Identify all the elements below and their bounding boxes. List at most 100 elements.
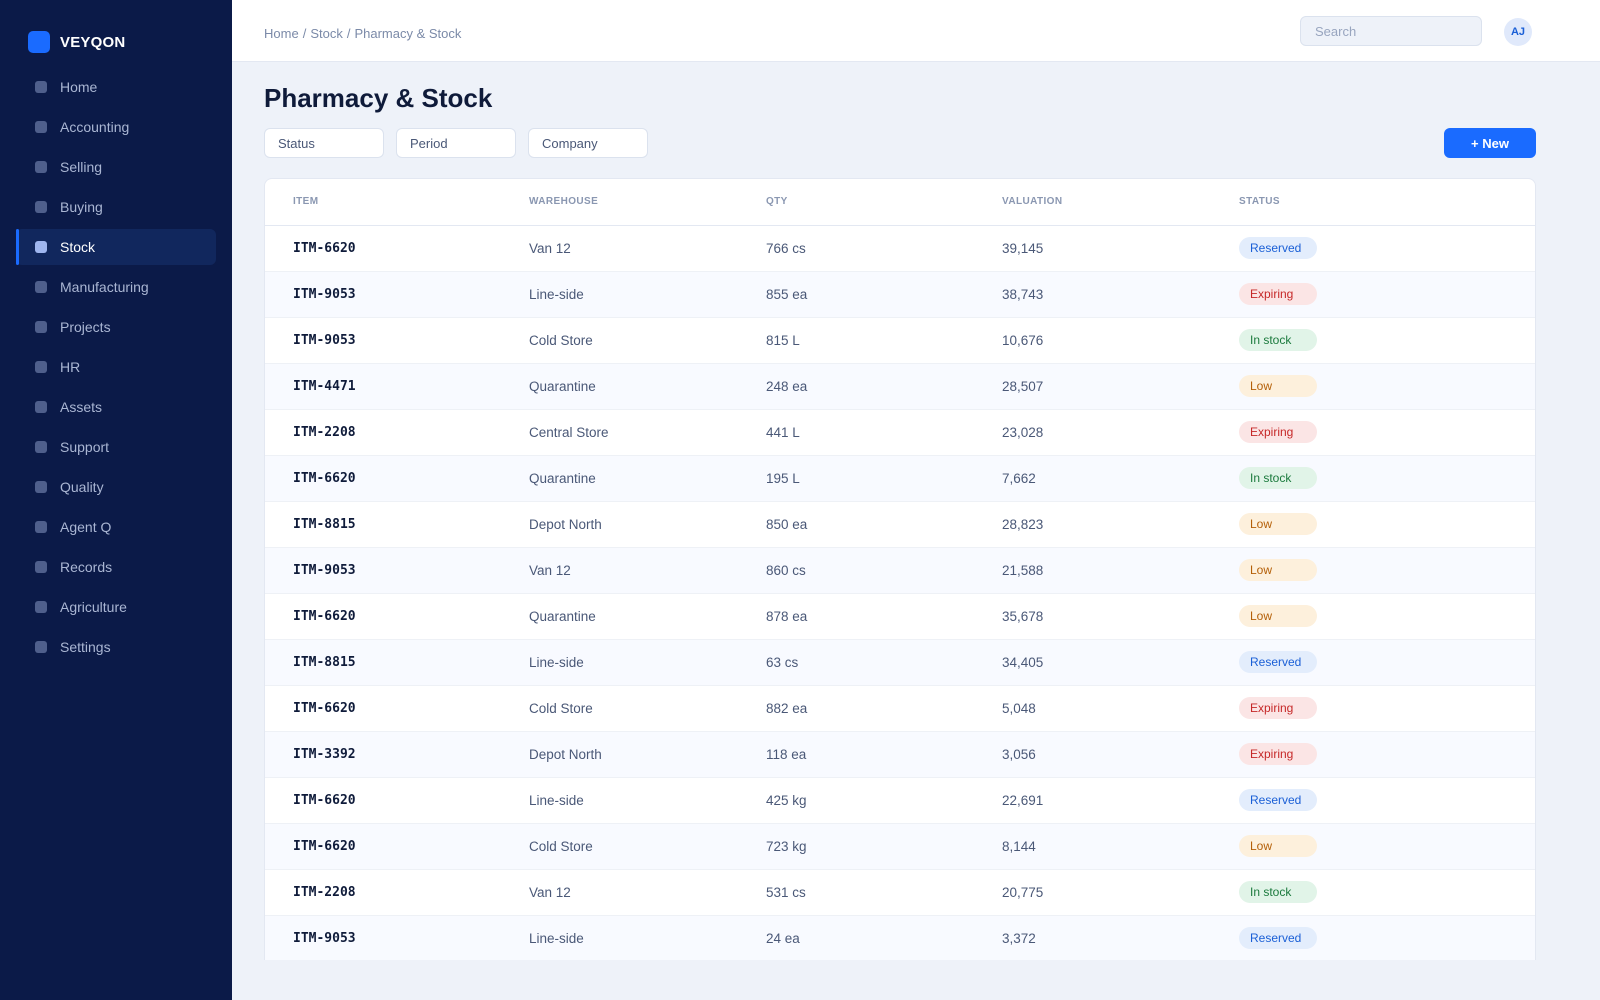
sidebar-item-agent-q[interactable]: Agent Q — [16, 509, 216, 545]
hr-icon — [35, 361, 47, 373]
search-input[interactable] — [1300, 16, 1482, 46]
status-badge: Expiring — [1239, 421, 1317, 443]
sidebar-item-buying[interactable]: Buying — [16, 189, 216, 225]
table-row[interactable]: ITM-3392 Depot North 118 ea 3,056 Expiring — [265, 731, 1535, 778]
sidebar-item-label: HR — [60, 359, 81, 375]
table-row[interactable]: ITM-6620 Cold Store 882 ea 5,048 Expiring — [265, 685, 1535, 732]
table-row[interactable]: ITM-8815 Depot North 850 ea 28,823 Low — [265, 501, 1535, 548]
sidebar-item-label: Manufacturing — [60, 279, 149, 295]
breadcrumb-stock[interactable]: Stock — [310, 26, 343, 41]
status-badge: Expiring — [1239, 743, 1317, 765]
agriculture-icon — [35, 601, 47, 613]
table-row[interactable]: ITM-6620 Quarantine 195 L 7,662 In stock — [265, 455, 1535, 502]
status-badge: Low — [1239, 375, 1317, 397]
table-row[interactable]: ITM-9053 Line-side 855 ea 38,743 Expiring — [265, 271, 1535, 318]
cell-valuation: 34,405 — [974, 639, 1211, 686]
cell-item: ITM-2208 — [265, 869, 501, 916]
sidebar-item-selling[interactable]: Selling — [16, 149, 216, 185]
cell-item: ITM-9053 — [265, 547, 501, 594]
cell-warehouse: Quarantine — [501, 455, 738, 502]
table-row[interactable]: ITM-6620 Quarantine 878 ea 35,678 Low — [265, 593, 1535, 640]
avatar[interactable]: AJ — [1504, 18, 1532, 46]
stock-table-card: Item Warehouse Qty Valuation Status ITM-… — [264, 178, 1536, 960]
projects-icon — [35, 321, 47, 333]
table-row[interactable]: ITM-8815 Line-side 63 cs 34,405 Reserved — [265, 639, 1535, 686]
cell-warehouse: Line-side — [501, 271, 738, 318]
cell-item: ITM-9053 — [265, 915, 501, 960]
column-header-valuation[interactable]: Valuation — [974, 179, 1211, 226]
column-header-item[interactable]: Item — [265, 179, 501, 226]
manufacturing-icon — [35, 281, 47, 293]
cell-qty: 425 kg — [738, 777, 974, 824]
sidebar-item-projects[interactable]: Projects — [16, 309, 216, 345]
cell-valuation: 39,145 — [974, 225, 1211, 272]
cell-qty: 860 cs — [738, 547, 974, 594]
table-row[interactable]: ITM-9053 Line-side 24 ea 3,372 Reserved — [265, 915, 1535, 960]
sidebar-item-agriculture[interactable]: Agriculture — [16, 589, 216, 625]
page-title: Pharmacy & Stock — [264, 83, 493, 113]
table-row[interactable]: ITM-9053 Van 12 860 cs 21,588 Low — [265, 547, 1535, 594]
status-badge: In stock — [1239, 329, 1317, 351]
cell-warehouse: Van 12 — [501, 547, 738, 594]
cell-qty: 766 cs — [738, 225, 974, 272]
status-badge: In stock — [1239, 881, 1317, 903]
column-header-qty[interactable]: Qty — [738, 179, 974, 226]
cell-status: Reserved — [1211, 777, 1535, 824]
sidebar-item-settings[interactable]: Settings — [16, 629, 216, 665]
home-icon — [35, 81, 47, 93]
cell-valuation: 10,676 — [974, 317, 1211, 364]
cell-warehouse: Depot North — [501, 501, 738, 548]
sidebar-item-home[interactable]: Home — [16, 69, 216, 105]
cell-item: ITM-6620 — [265, 455, 501, 502]
column-header-status[interactable]: Status — [1211, 179, 1535, 226]
stock-table: Item Warehouse Qty Valuation Status ITM-… — [265, 179, 1535, 960]
filter-status[interactable]: Status — [264, 128, 384, 158]
sidebar-item-quality[interactable]: Quality — [16, 469, 216, 505]
status-badge: Low — [1239, 559, 1317, 581]
table-row[interactable]: ITM-6620 Line-side 425 kg 22,691 Reserved — [265, 777, 1535, 824]
sidebar-item-assets[interactable]: Assets — [16, 389, 216, 425]
breadcrumb-current: Pharmacy & Stock — [354, 26, 462, 41]
records-icon — [35, 561, 47, 573]
breadcrumb: Home / Stock / Pharmacy & Stock — [264, 26, 461, 41]
sidebar-item-support[interactable]: Support — [16, 429, 216, 465]
sidebar-item-label: Records — [60, 559, 113, 575]
accounting-icon — [35, 121, 47, 133]
table-row[interactable]: ITM-6620 Van 12 766 cs 39,145 Reserved — [265, 225, 1535, 272]
status-badge: Low — [1239, 835, 1317, 857]
cell-status: Low — [1211, 823, 1535, 870]
settings-icon — [35, 641, 47, 653]
sidebar-item-label: Support — [60, 439, 110, 455]
sidebar-item-accounting[interactable]: Accounting — [16, 109, 216, 145]
table-row[interactable]: ITM-6620 Cold Store 723 kg 8,144 Low — [265, 823, 1535, 870]
cell-warehouse: Cold Store — [501, 317, 738, 364]
cell-valuation: 22,691 — [974, 777, 1211, 824]
sidebar-item-stock[interactable]: Stock — [16, 229, 216, 265]
brand-logo-icon — [28, 31, 50, 53]
breadcrumb-home[interactable]: Home — [264, 26, 299, 41]
buying-icon — [35, 201, 47, 213]
brand[interactable]: VEYQON — [28, 31, 125, 53]
table-row[interactable]: ITM-9053 Cold Store 815 L 10,676 In stock — [265, 317, 1535, 364]
filter-period[interactable]: Period — [396, 128, 516, 158]
sidebar-item-manufacturing[interactable]: Manufacturing — [16, 269, 216, 305]
table-row[interactable]: ITM-2208 Van 12 531 cs 20,775 In stock — [265, 869, 1535, 916]
cell-warehouse: Central Store — [501, 409, 738, 456]
table-row[interactable]: ITM-4471 Quarantine 248 ea 28,507 Low — [265, 363, 1535, 410]
agent-q-icon — [35, 521, 47, 533]
cell-status: Low — [1211, 501, 1535, 548]
status-badge: Reserved — [1239, 789, 1317, 811]
filter-company[interactable]: Company — [528, 128, 648, 158]
column-header-warehouse[interactable]: Warehouse — [501, 179, 738, 226]
cell-status: In stock — [1211, 869, 1535, 916]
new-button[interactable]: + New — [1444, 128, 1536, 158]
cell-valuation: 7,662 — [974, 455, 1211, 502]
table-row[interactable]: ITM-2208 Central Store 441 L 23,028 Expiring — [265, 409, 1535, 456]
cell-warehouse: Line-side — [501, 639, 738, 686]
sidebar-item-label: Projects — [60, 319, 111, 335]
sidebar-item-records[interactable]: Records — [16, 549, 216, 585]
status-badge: Reserved — [1239, 237, 1317, 259]
sidebar-item-label: Settings — [60, 639, 111, 655]
sidebar-item-hr[interactable]: HR — [16, 349, 216, 385]
cell-item: ITM-6620 — [265, 593, 501, 640]
